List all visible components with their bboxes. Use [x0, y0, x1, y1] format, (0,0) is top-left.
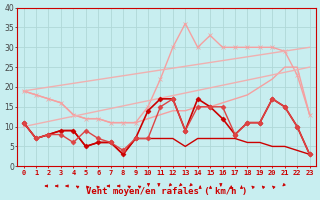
X-axis label: Vent moyen/en rafales ( km/h ): Vent moyen/en rafales ( km/h ) — [86, 187, 247, 196]
